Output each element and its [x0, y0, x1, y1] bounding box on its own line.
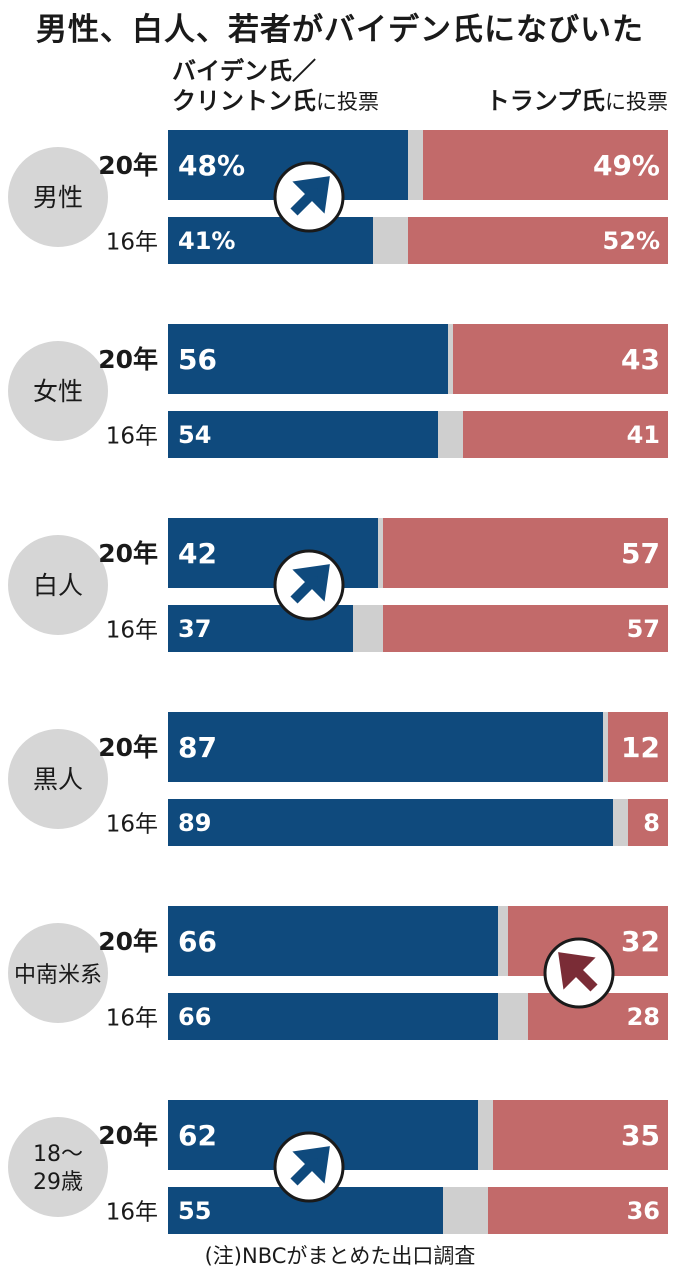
group-label-circle — [8, 535, 108, 635]
group-label-line2: 29歳 — [33, 1170, 83, 1195]
group-label: 黒人 — [33, 765, 83, 794]
bar-other — [353, 605, 383, 652]
value-label-dem: 54 — [178, 421, 211, 449]
legend-rep-label: トランプ氏 — [485, 87, 605, 115]
year-label: 16年 — [106, 1200, 158, 1226]
year-label: 20年 — [98, 151, 158, 180]
bar-rep — [423, 130, 668, 200]
bar-rep — [453, 324, 668, 394]
bar-dem — [168, 324, 448, 394]
bar-rep — [493, 1100, 668, 1170]
bar-dem — [168, 712, 603, 782]
bar-other — [603, 712, 608, 782]
year-label: 16年 — [106, 618, 158, 644]
value-label-rep: 52% — [603, 227, 660, 255]
group-label-circle — [8, 923, 108, 1023]
legend-dem-line2: クリントン氏 — [172, 87, 316, 115]
bar-other — [498, 993, 528, 1040]
value-label-dem: 55 — [178, 1197, 211, 1225]
bar-other — [373, 217, 408, 264]
value-label-rep: 57 — [627, 615, 660, 643]
legend-rep: トランプ氏に投票 — [486, 86, 668, 117]
bar-dem — [168, 411, 438, 458]
year-label: 16年 — [106, 424, 158, 450]
value-label-dem: 48% — [178, 149, 245, 182]
bar-rep — [463, 411, 668, 458]
value-label-dem: 41% — [178, 227, 235, 255]
group-label-circle — [8, 1117, 108, 1217]
value-label-rep: 36 — [627, 1197, 660, 1225]
legend-rep-suffix: に投票 — [605, 90, 668, 114]
bar-other — [448, 324, 453, 394]
value-label-dem: 37 — [178, 615, 211, 643]
value-label-rep: 12 — [621, 731, 660, 764]
bar-rep — [383, 518, 668, 588]
value-label-rep: 43 — [621, 343, 660, 376]
value-label-dem: 56 — [178, 343, 217, 376]
value-label-rep: 35 — [621, 1119, 660, 1152]
legend-dem: バイデン氏／ クリントン氏に投票 — [172, 56, 379, 117]
bar-dem — [168, 799, 613, 846]
group-label: 白人 — [33, 571, 83, 600]
year-label: 20年 — [98, 539, 158, 568]
value-label-rep: 41 — [627, 421, 660, 449]
bar-dem — [168, 906, 498, 976]
value-label-rep: 8 — [643, 809, 660, 837]
group-label-circle — [8, 147, 108, 247]
year-label: 16年 — [106, 812, 158, 838]
bar-rep — [383, 605, 668, 652]
trend-up-arrow-icon — [558, 952, 598, 992]
value-label-rep: 57 — [621, 537, 660, 570]
value-label-dem: 62 — [178, 1119, 217, 1152]
value-label-rep: 32 — [621, 925, 660, 958]
group-label-circle — [8, 729, 108, 829]
bar-other — [438, 411, 463, 458]
value-label-dem: 42 — [178, 537, 217, 570]
bar-other — [443, 1187, 488, 1234]
bar-other — [613, 799, 628, 846]
year-label: 20年 — [98, 927, 158, 956]
bar-other — [498, 906, 508, 976]
group-label: 中南米系 — [14, 963, 102, 988]
bar-rep — [608, 712, 668, 782]
source-note: (注)NBCがまとめた出口調査 — [204, 1244, 476, 1268]
group-label: 女性 — [33, 377, 83, 406]
year-label: 16年 — [106, 230, 158, 256]
value-label-dem: 89 — [178, 809, 211, 837]
year-label: 20年 — [98, 1121, 158, 1150]
value-label-rep: 28 — [627, 1003, 660, 1031]
year-label: 20年 — [98, 345, 158, 374]
bar-dem — [168, 217, 373, 264]
bar-rep — [408, 217, 668, 264]
value-label-dem: 66 — [178, 1003, 211, 1031]
value-label-dem: 66 — [178, 925, 217, 958]
group-label-line1: 18～ — [33, 1142, 83, 1167]
bar-other — [408, 130, 423, 200]
group-label: 男性 — [33, 183, 83, 212]
year-label: 20年 — [98, 733, 158, 762]
trend-up-arrow-icon — [290, 564, 330, 604]
bar-rep — [628, 799, 668, 846]
legend-dem-line1: バイデン氏／ — [172, 57, 316, 85]
chart-title: 男性、白人、若者がバイデン氏になびいた — [36, 12, 644, 48]
trend-up-arrow-icon — [290, 176, 330, 216]
legend-dem-suffix: に投票 — [316, 90, 379, 114]
bar-other — [378, 518, 383, 588]
value-label-rep: 49% — [593, 149, 660, 182]
trend-up-arrow-icon — [290, 1146, 330, 1186]
value-label-dem: 87 — [178, 731, 217, 764]
bar-dem — [168, 993, 498, 1040]
year-label: 16年 — [106, 1006, 158, 1032]
group-label-circle — [8, 341, 108, 441]
bar-other — [478, 1100, 493, 1170]
bar-rep — [488, 1187, 668, 1234]
